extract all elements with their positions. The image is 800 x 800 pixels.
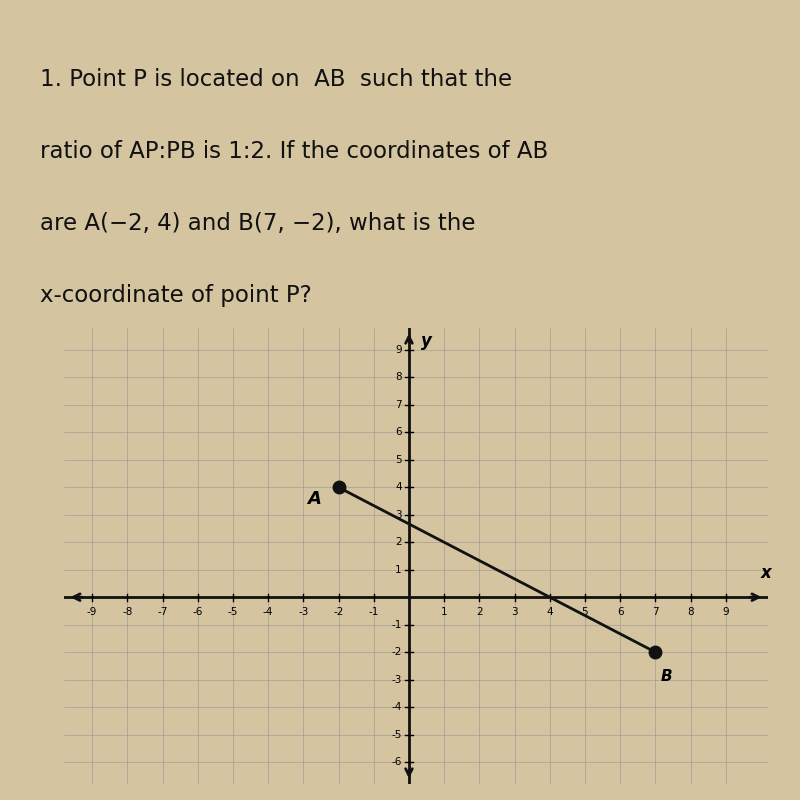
Text: -7: -7 <box>158 607 168 617</box>
Text: A: A <box>307 490 321 508</box>
Text: 6: 6 <box>617 607 623 617</box>
Text: -4: -4 <box>391 702 402 712</box>
Text: ratio of AP:PB is 1:2. If the coordinates of AB: ratio of AP:PB is 1:2. If the coordinate… <box>39 140 548 163</box>
Text: -1: -1 <box>391 620 402 630</box>
Text: -2: -2 <box>334 607 344 617</box>
Text: are A(−2, 4) and B(7, −2), what is the: are A(−2, 4) and B(7, −2), what is the <box>39 212 475 235</box>
Text: 1. Point P is located on  AB  such that the: 1. Point P is located on AB such that th… <box>39 68 512 91</box>
Text: -8: -8 <box>122 607 133 617</box>
Text: 4: 4 <box>395 482 402 492</box>
Text: 4: 4 <box>546 607 553 617</box>
Text: 1: 1 <box>441 607 447 617</box>
Text: 2: 2 <box>395 538 402 547</box>
Text: -4: -4 <box>263 607 274 617</box>
Text: -1: -1 <box>369 607 379 617</box>
Text: -2: -2 <box>391 647 402 657</box>
Text: 5: 5 <box>582 607 588 617</box>
Text: 5: 5 <box>395 455 402 465</box>
Text: 7: 7 <box>652 607 658 617</box>
Text: x: x <box>761 564 772 582</box>
Text: -6: -6 <box>193 607 203 617</box>
Text: 9: 9 <box>722 607 729 617</box>
Text: y: y <box>422 332 432 350</box>
Text: 8: 8 <box>395 373 402 382</box>
Text: -5: -5 <box>228 607 238 617</box>
Text: 7: 7 <box>395 400 402 410</box>
Text: -9: -9 <box>87 607 98 617</box>
Text: 6: 6 <box>395 427 402 438</box>
Text: 9: 9 <box>395 345 402 355</box>
Text: 3: 3 <box>395 510 402 520</box>
Text: 2: 2 <box>476 607 482 617</box>
Text: 1: 1 <box>395 565 402 574</box>
Text: x-coordinate of point P?: x-coordinate of point P? <box>39 284 311 307</box>
Text: B: B <box>661 669 672 684</box>
Text: -3: -3 <box>298 607 309 617</box>
Text: 8: 8 <box>687 607 694 617</box>
Text: -3: -3 <box>391 674 402 685</box>
Text: -6: -6 <box>391 757 402 767</box>
Text: 3: 3 <box>511 607 518 617</box>
Text: -5: -5 <box>391 730 402 739</box>
